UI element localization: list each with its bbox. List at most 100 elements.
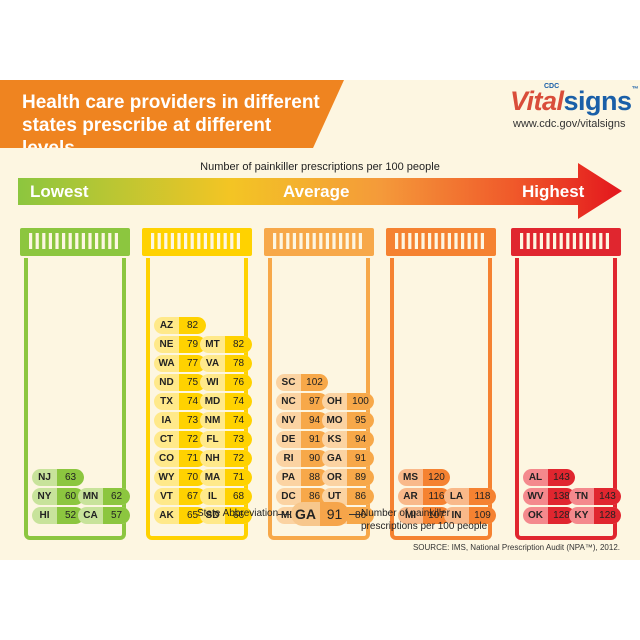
label-average: Average — [283, 182, 350, 201]
state-pill: OH 100 — [322, 393, 374, 410]
state-abbr: ME — [281, 510, 296, 521]
state-abbr: WA — [158, 358, 175, 369]
label-highest: Highest — [522, 182, 585, 201]
state-abbr: WV — [527, 491, 544, 502]
state-abbr: MN — [82, 491, 99, 502]
state-abbr: DE — [281, 434, 296, 445]
state-pill: RI 90 — [276, 450, 328, 467]
state-abbr: VT — [160, 491, 173, 502]
state-value: 52 — [57, 507, 84, 524]
state-value: 74 — [225, 393, 252, 410]
state-value: 71 — [179, 450, 206, 467]
state-abbr: WI — [206, 377, 219, 388]
state-pill: GA 91 — [322, 450, 374, 467]
state-pill: AL 143 — [523, 469, 575, 486]
bottle-cap — [386, 228, 496, 256]
state-value: 78 — [225, 355, 252, 372]
state-value: 72 — [225, 450, 252, 467]
state-abbr: NE — [159, 339, 174, 350]
state-pill: NJ 63 — [32, 469, 84, 486]
bottle-high: MS 120 AR 116 LA 118 MI 107 IN 109 — [386, 228, 496, 540]
state-value: 143 — [548, 469, 575, 486]
state-pill: ND 75 — [154, 374, 206, 391]
scale-arrow — [18, 163, 622, 219]
state-abbr: SC — [281, 377, 296, 388]
key-pill-value: 91 — [320, 502, 349, 526]
state-value: 60 — [57, 488, 84, 505]
state-abbr: AK — [159, 510, 174, 521]
state-pill: FL 73 — [200, 431, 252, 448]
state-value: 128 — [548, 507, 575, 524]
state-pill: DE 91 — [276, 431, 328, 448]
bottle-cap — [264, 228, 374, 256]
state-pill: SC 102 — [276, 374, 328, 391]
state-pill: NE 79 — [154, 336, 206, 353]
state-value: 72 — [179, 431, 206, 448]
key-connector-right — [349, 514, 361, 515]
state-pill: TX 74 — [154, 393, 206, 410]
state-pill: NC 97 — [276, 393, 328, 410]
state-value: 88 — [301, 469, 328, 486]
state-value: 86 — [301, 488, 328, 505]
state-value: 79 — [179, 336, 206, 353]
bottle-cap — [142, 228, 252, 256]
state-pill: MI 107 — [398, 507, 450, 524]
infographic-card: Health care providers in different state… — [0, 80, 640, 560]
state-pill: NV 94 — [276, 412, 328, 429]
logo-trademark: ™ — [631, 86, 639, 93]
state-value: 89 — [347, 469, 374, 486]
state-value: 102 — [301, 374, 328, 391]
state-value: 128 — [594, 507, 621, 524]
state-abbr: CO — [159, 453, 174, 464]
key-label-value: Number of painkiller prescriptions per 1… — [361, 508, 488, 532]
state-pill: CT 72 — [154, 431, 206, 448]
state-pill: MA 71 — [200, 469, 252, 486]
state-value: 74 — [179, 393, 206, 410]
bottle-highest: AL 143 WV 138 TN 143 OK 128 KY 128 — [511, 228, 621, 540]
state-value: 74 — [225, 412, 252, 429]
state-abbr: NJ — [38, 472, 51, 483]
state-value: 66 — [225, 507, 252, 524]
state-value: 120 — [423, 469, 450, 486]
source-note: SOURCE: IMS, National Prescription Audit… — [412, 543, 620, 552]
state-abbr: NH — [205, 453, 220, 464]
state-pill: IN 109 — [444, 507, 496, 524]
state-value: 116 — [423, 488, 450, 505]
state-pill: NY 60 — [32, 488, 84, 505]
brand-url[interactable]: www.cdc.gov/vitalsigns — [513, 118, 626, 130]
state-value: 82 — [225, 336, 252, 353]
state-pill: OR 89 — [322, 469, 374, 486]
state-abbr: NV — [281, 415, 296, 426]
state-abbr: MS — [403, 472, 418, 483]
key-label-state: State Abbreviation — [197, 508, 279, 519]
state-pill: IA 73 — [154, 412, 206, 429]
state-pill: AR 116 — [398, 488, 450, 505]
state-value: 100 — [347, 393, 374, 410]
state-value: 62 — [103, 488, 130, 505]
state-value: 94 — [301, 412, 328, 429]
state-pill: NM 74 — [200, 412, 252, 429]
bottle-body — [24, 258, 126, 540]
logo-signs: signs — [563, 86, 633, 116]
state-pill: IL 68 — [200, 488, 252, 505]
bottle-cap — [511, 228, 621, 256]
state-abbr: MA — [204, 472, 221, 483]
vitalsigns-logo: Vitalsigns™ — [510, 86, 639, 117]
state-pill: UT 86 — [322, 488, 374, 505]
state-pill: NH 72 — [200, 450, 252, 467]
key-connector-left — [278, 514, 292, 515]
state-abbr: IN — [451, 510, 462, 521]
state-value: 75 — [179, 374, 206, 391]
state-abbr: MT — [205, 339, 220, 350]
key-pill-abbr: GA — [291, 502, 320, 526]
state-pill: VA 78 — [200, 355, 252, 372]
state-abbr: OK — [528, 510, 543, 521]
state-abbr: OH — [327, 396, 342, 407]
state-abbr: NM — [204, 415, 221, 426]
state-pill: MO 95 — [322, 412, 374, 429]
state-pill: LA 118 — [444, 488, 496, 505]
logo-vital: Vital — [510, 86, 564, 116]
state-value: 97 — [301, 393, 328, 410]
state-pill: KY 128 — [569, 507, 621, 524]
state-pill: SD 66 — [200, 507, 252, 524]
